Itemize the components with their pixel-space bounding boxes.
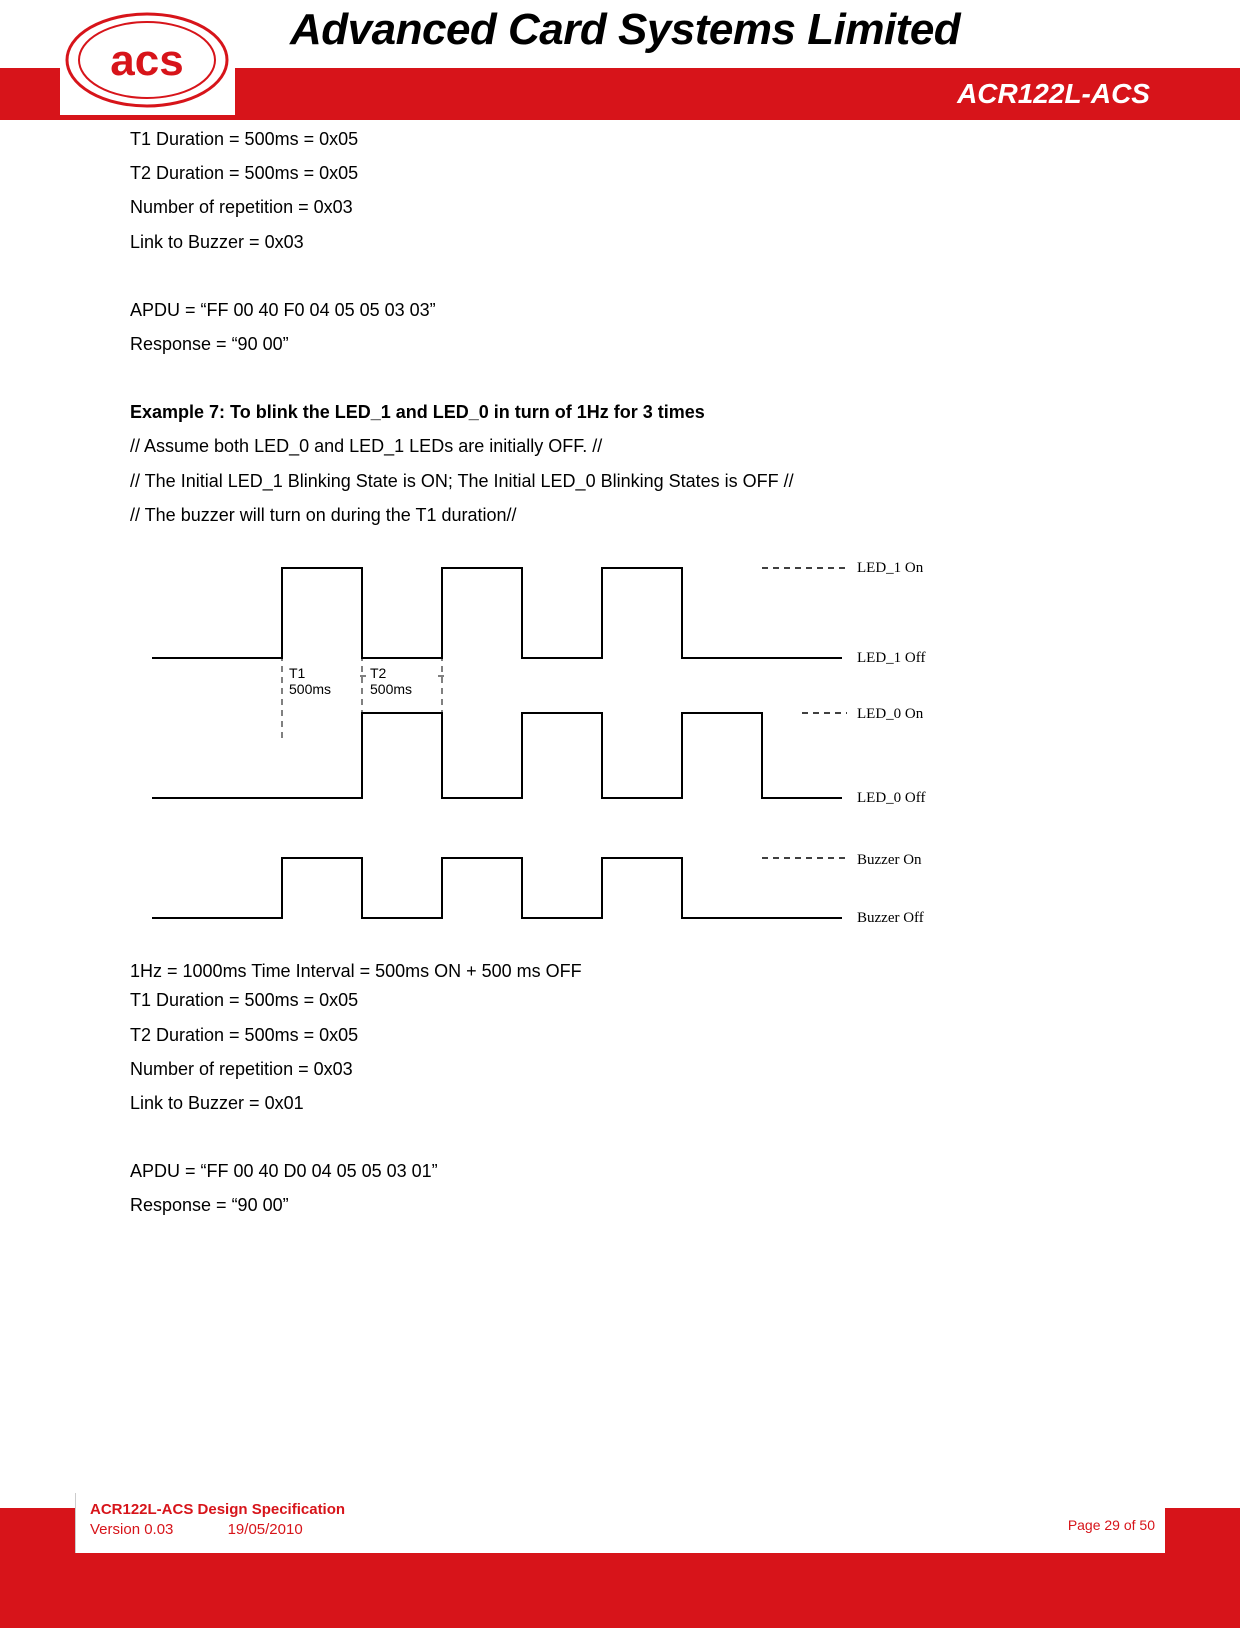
company-title: Advanced Card Systems Limited: [290, 5, 960, 55]
svg-text:acs: acs: [110, 36, 183, 85]
text-line: T1 Duration = 500ms = 0x05: [130, 122, 1090, 156]
footer-version: Version 0.03: [90, 1521, 173, 1538]
svg-text:LED_1 On: LED_1 On: [857, 560, 924, 576]
comment-line: // Assume both LED_0 and LED_1 LEDs are …: [130, 429, 1090, 463]
footer-title: ACR122L-ACS Design Specification: [90, 1501, 345, 1518]
apdu-line: APDU = “FF 00 40 D0 04 05 05 03 01”: [130, 1154, 1090, 1188]
apdu-line: APDU = “FF 00 40 F0 04 05 05 03 03”: [130, 293, 1090, 327]
text-line: Link to Buzzer = 0x03: [130, 225, 1090, 259]
timing-diagram: T1500msT2500msLED_1 OnLED_1 OffLED_0 OnL…: [142, 538, 1090, 949]
page-content: T1 Duration = 500ms = 0x05 T2 Duration =…: [130, 122, 1090, 1222]
footer-date: 19/05/2010: [228, 1521, 303, 1538]
footer-text: ACR122L-ACS Design Specification Version…: [90, 1500, 345, 1541]
text-line: 1Hz = 1000ms Time Interval = 500ms ON + …: [130, 959, 1090, 983]
svg-text:500ms: 500ms: [289, 681, 331, 697]
svg-text:LED_0 Off: LED_0 Off: [857, 790, 925, 806]
text-line: Link to Buzzer = 0x01: [130, 1086, 1090, 1120]
page-header: Advanced Card Systems Limited ACR122L-AC…: [0, 0, 1240, 120]
svg-text:Buzzer Off: Buzzer Off: [857, 910, 924, 926]
comment-line: // The Initial LED_1 Blinking State is O…: [130, 464, 1090, 498]
product-bar: ACR122L-ACS: [290, 68, 1240, 120]
example-heading: Example 7: To blink the LED_1 and LED_0 …: [130, 395, 1090, 429]
footer-page: Page 29 of 50: [1068, 1517, 1155, 1533]
svg-text:LED_0 On: LED_0 On: [857, 706, 924, 722]
text-line: T2 Duration = 500ms = 0x05: [130, 1018, 1090, 1052]
svg-text:T2: T2: [370, 665, 387, 681]
text-line: T2 Duration = 500ms = 0x05: [130, 156, 1090, 190]
response-line: Response = “90 00”: [130, 1188, 1090, 1222]
svg-text:Buzzer On: Buzzer On: [857, 852, 922, 868]
response-line: Response = “90 00”: [130, 327, 1090, 361]
acs-logo: acs: [60, 5, 235, 115]
svg-text:500ms: 500ms: [370, 681, 412, 697]
svg-text:T1: T1: [289, 665, 306, 681]
text-line: Number of repetition = 0x03: [130, 190, 1090, 224]
comment-line: // The buzzer will turn on during the T1…: [130, 498, 1090, 532]
product-code: ACR122L-ACS: [957, 78, 1150, 110]
svg-text:LED_1 Off: LED_1 Off: [857, 650, 925, 666]
text-line: T1 Duration = 500ms = 0x05: [130, 983, 1090, 1017]
text-line: Number of repetition = 0x03: [130, 1052, 1090, 1086]
